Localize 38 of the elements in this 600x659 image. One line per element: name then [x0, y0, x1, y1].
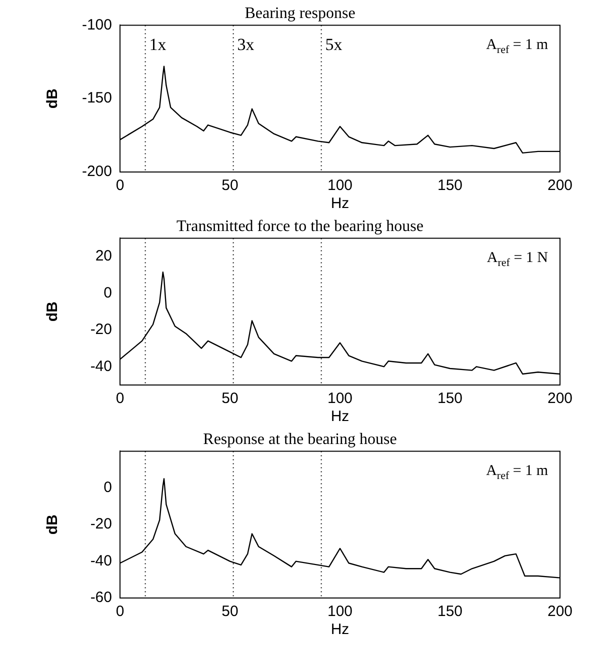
y-tick-label: -20	[90, 321, 112, 338]
x-tick-label: 100	[327, 603, 353, 620]
y-tick-label: -100	[82, 16, 112, 34]
y-tick-label: 20	[95, 248, 112, 265]
chart-title: Transmitted force to the bearing house	[176, 218, 424, 235]
x-tick-label: 100	[327, 390, 353, 408]
y-tick-label: -200	[82, 163, 112, 180]
chart-title: Response at the bearing house	[203, 430, 397, 448]
y-tick-label: -20	[90, 516, 112, 533]
y-axis-title: dB	[44, 514, 62, 535]
x-axis-title: Hz	[330, 621, 350, 638]
y-tick-label: -150	[82, 90, 112, 107]
x-tick-label: 50	[222, 603, 238, 620]
y-axis-title: dB	[44, 301, 62, 322]
x-tick-label: 50	[222, 177, 238, 194]
x-tick-label: 200	[547, 603, 573, 620]
y-tick-label: 0	[104, 284, 112, 302]
y-tick-label: -60	[90, 589, 112, 606]
ref-line-label: 5x	[325, 35, 343, 54]
y-tick-label: -40	[90, 552, 112, 570]
x-tick-label: 0	[116, 177, 124, 194]
x-tick-label: 0	[116, 390, 124, 408]
x-axis-title: Hz	[330, 195, 350, 212]
x-tick-label: 0	[116, 603, 124, 620]
ref-line-label: 3x	[237, 35, 255, 54]
x-tick-label: 150	[437, 390, 463, 408]
x-axis-title: Hz	[330, 408, 350, 426]
x-tick-label: 100	[327, 177, 353, 194]
x-tick-label: 200	[547, 177, 573, 194]
x-tick-label: 200	[547, 390, 573, 408]
x-tick-label: 50	[222, 390, 238, 408]
y-tick-label: -40	[90, 358, 112, 375]
ref-line-label: 1x	[149, 35, 167, 54]
x-tick-label: 150	[437, 177, 463, 194]
chart-title: Bearing response	[244, 4, 356, 22]
x-tick-label: 150	[437, 603, 463, 620]
y-axis-title: dB	[44, 88, 62, 109]
y-tick-label: 0	[104, 479, 112, 496]
